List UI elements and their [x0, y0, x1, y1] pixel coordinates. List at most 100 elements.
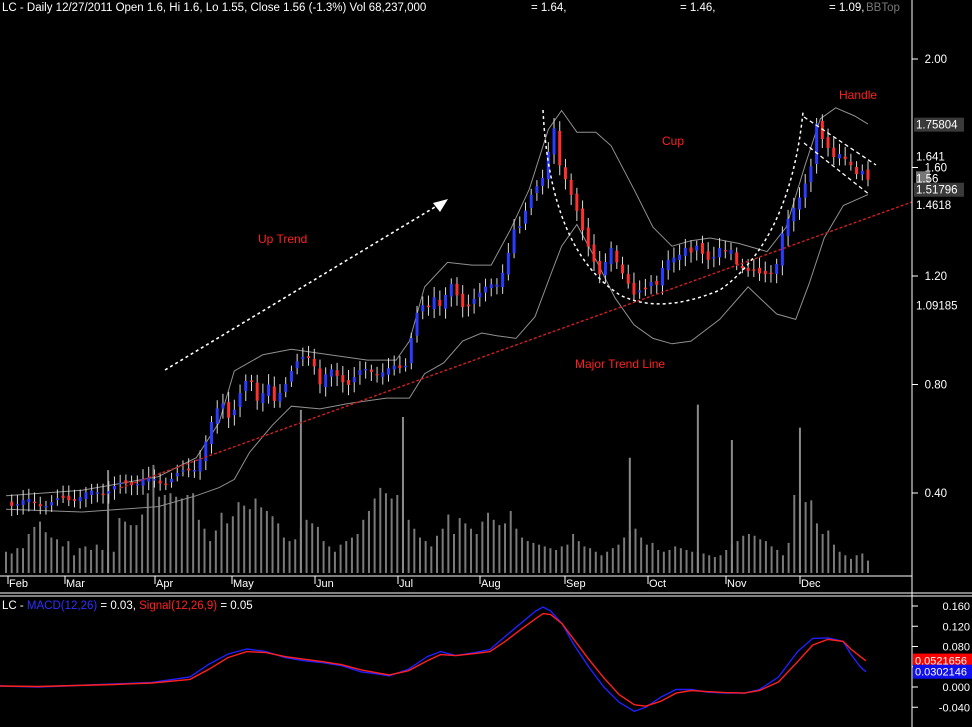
signal-series-line	[0, 612, 867, 707]
candle-up	[364, 369, 368, 371]
macd-y-tick-label: 0.160	[942, 601, 970, 613]
candle-up	[484, 286, 488, 293]
candle-down	[632, 282, 636, 295]
candle-down	[227, 402, 231, 418]
candle-down	[752, 269, 756, 271]
candle-up	[107, 491, 111, 494]
macd-value-box	[913, 664, 972, 679]
macd-y-tick-label: 0.080	[942, 642, 970, 654]
candle-down	[855, 167, 859, 175]
bollinger-layer	[5, 107, 869, 513]
candle-down	[255, 382, 259, 401]
candle-down	[769, 272, 773, 275]
candle-up	[792, 207, 796, 222]
candle-up	[495, 284, 499, 287]
candle-up	[141, 479, 145, 486]
candle-down	[466, 304, 470, 307]
overlay-layer	[119, 109, 913, 489]
candle-down	[689, 247, 693, 253]
candle-down	[615, 250, 619, 263]
candle-up	[672, 257, 676, 263]
candle-down	[763, 270, 767, 275]
bollinger-lower-line	[5, 194, 869, 513]
up-trend-annotation: Up Trend	[258, 232, 307, 246]
candle-up	[267, 384, 271, 396]
candle-up	[352, 377, 356, 383]
signal-legend-label: Signal(12,26,9)	[139, 600, 218, 612]
candle-up	[678, 254, 682, 261]
y-tick-label: 0.80	[925, 380, 947, 392]
x-tick-label: Nov	[727, 578, 747, 590]
candle-up	[815, 123, 819, 164]
cup-annotation: Cup	[662, 134, 684, 148]
candle-down	[575, 193, 579, 211]
candle-up	[261, 393, 265, 404]
y-tick-label: 1.60	[925, 163, 947, 175]
candle-up	[535, 186, 539, 193]
bb-tag: BBTop	[866, 2, 900, 14]
candle-up	[803, 183, 807, 198]
candle-down	[341, 375, 345, 383]
price-label: 1.75804	[916, 120, 958, 132]
candle-up	[90, 490, 94, 496]
candle-down	[158, 480, 162, 484]
candle-up	[238, 393, 242, 407]
candle-up	[175, 473, 179, 477]
candle-down	[369, 369, 373, 372]
candle-up	[112, 486, 116, 490]
candle-down	[558, 131, 562, 166]
candle-up	[244, 380, 248, 392]
candle-down	[832, 147, 836, 158]
candle-down	[758, 267, 762, 274]
candle-up	[135, 483, 139, 486]
candle-down	[73, 499, 77, 501]
candle-down	[826, 137, 830, 148]
macd-y-tick-label: -0.040	[939, 702, 970, 714]
candle-up	[50, 502, 54, 506]
candle-up	[421, 305, 425, 312]
candle-up	[278, 392, 282, 402]
candle-down	[312, 358, 316, 367]
candle-up	[523, 210, 527, 224]
candle-up	[15, 504, 19, 506]
candle-up	[729, 249, 733, 254]
candle-up	[324, 374, 328, 388]
candle-down	[643, 287, 647, 290]
candle-up	[55, 498, 59, 501]
bollinger-upper-line	[5, 107, 869, 497]
candle-down	[563, 167, 567, 180]
x-tick-label: May	[233, 578, 254, 590]
candle-down	[740, 265, 744, 269]
candle-up	[683, 247, 687, 256]
signal-legend-value: = 0.05	[217, 600, 253, 612]
candle-down	[67, 495, 71, 501]
candle-up	[444, 294, 448, 309]
candle-down	[598, 261, 602, 275]
candle-up	[609, 248, 613, 265]
candle-up	[358, 370, 362, 375]
candle-down	[124, 480, 128, 484]
x-tick-label: Mar	[66, 578, 85, 590]
candle-up	[295, 361, 299, 369]
volume-layer	[5, 404, 869, 573]
candle-up	[478, 292, 482, 298]
chart-title: LC - Daily 12/27/2011 Open 1.6, Hi 1.6, …	[2, 2, 427, 14]
candle-up	[449, 283, 453, 297]
candle-up	[518, 226, 522, 228]
candle-up	[78, 497, 82, 502]
candle-down	[318, 368, 322, 385]
candle-up	[301, 356, 305, 360]
y-tick-label: 0.40	[925, 488, 947, 500]
macd-series-line	[0, 606, 867, 713]
candle-up	[718, 248, 722, 258]
candle-up	[797, 197, 801, 210]
candle-down	[426, 305, 430, 308]
candle-up	[695, 245, 699, 251]
candle-up	[215, 408, 219, 424]
candle-up	[660, 267, 664, 286]
x-tick-label: Aug	[481, 578, 501, 590]
candle-up	[837, 154, 841, 159]
candle-down	[586, 227, 590, 247]
major-trend-line-annotation: Major Trend Line	[575, 357, 665, 371]
